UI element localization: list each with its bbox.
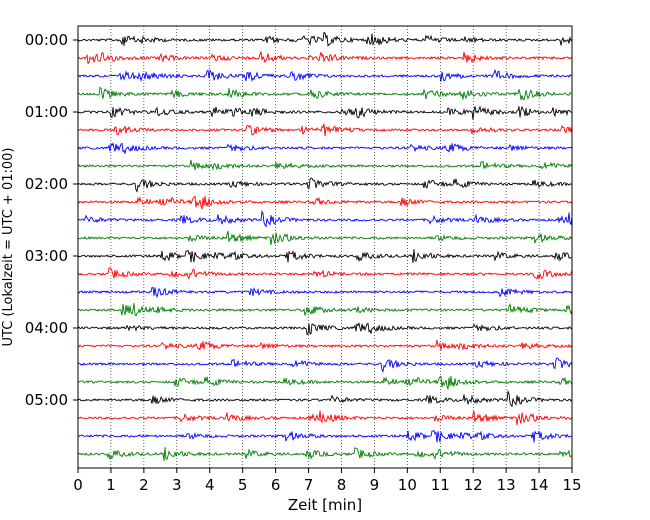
trace-0045: [77, 86, 573, 101]
plot-area: [78, 26, 572, 468]
trace-0230: [78, 209, 573, 228]
trace-0345: [77, 302, 573, 317]
trace-0430: [77, 357, 573, 373]
x-tick-label: 15: [562, 476, 581, 494]
trace-0245: [77, 230, 573, 246]
x-tick-label: 14: [530, 476, 549, 494]
trace-0200: [77, 177, 573, 193]
trace-0015: [77, 51, 573, 65]
y-tick-label: 05:00: [25, 391, 68, 409]
trace-0215: [77, 195, 573, 210]
y-axis-title: UTC (Lokalzeit = UTC + 01:00): [1, 148, 16, 347]
trace-0500: [77, 389, 573, 408]
y-axis: 00:00 01:00 02:00 03:00 04:00 05:00: [25, 31, 78, 409]
trace-0315: [77, 267, 573, 280]
x-tick-label: 7: [304, 476, 314, 494]
x-tick-label: 4: [205, 476, 215, 494]
x-tick-label: 12: [464, 476, 483, 494]
trace-group: [77, 31, 573, 461]
x-axis-title: Zeit [min]: [288, 496, 362, 514]
trace-0115: [77, 123, 573, 137]
trace-0400: [77, 322, 573, 335]
x-tick-label: 10: [398, 476, 417, 494]
x-tick-label: 1: [106, 476, 116, 494]
x-tick-label: 13: [497, 476, 516, 494]
trace-0515: [77, 410, 573, 426]
y-tick-label: 02:00: [25, 175, 68, 193]
plot-frame: [77, 25, 573, 469]
trace-0415: [77, 339, 573, 351]
y-tick-label: 01:00: [25, 103, 68, 121]
trace-0530: [77, 429, 573, 443]
trace-0545: [77, 447, 573, 461]
trace-0030: [77, 68, 573, 83]
trace-0300: [77, 249, 573, 263]
x-tick-label: 2: [139, 476, 149, 494]
trace-0330: [77, 286, 573, 299]
x-tick-label: 5: [238, 476, 248, 494]
x-axis: 0 1 2 3 4 5 6 7 8 9 10 11 12 13 14 15: [73, 468, 582, 494]
trace-0130: [77, 142, 573, 154]
x-tick-label: 3: [172, 476, 182, 494]
x-tick-label: 0: [73, 476, 83, 494]
y-tick-label: 03:00: [25, 247, 68, 265]
x-tick-label: 11: [431, 476, 450, 494]
trace-0145: [77, 159, 573, 171]
trace-0000: [77, 31, 573, 48]
x-tick-label: 9: [370, 476, 380, 494]
x-tick-label: 8: [337, 476, 347, 494]
trace-0100: [77, 105, 573, 120]
x-tick-label: 6: [271, 476, 281, 494]
y-tick-label: 04:00: [25, 319, 68, 337]
trace-0445: [77, 375, 573, 390]
y-tick-label: 00:00: [25, 31, 68, 49]
